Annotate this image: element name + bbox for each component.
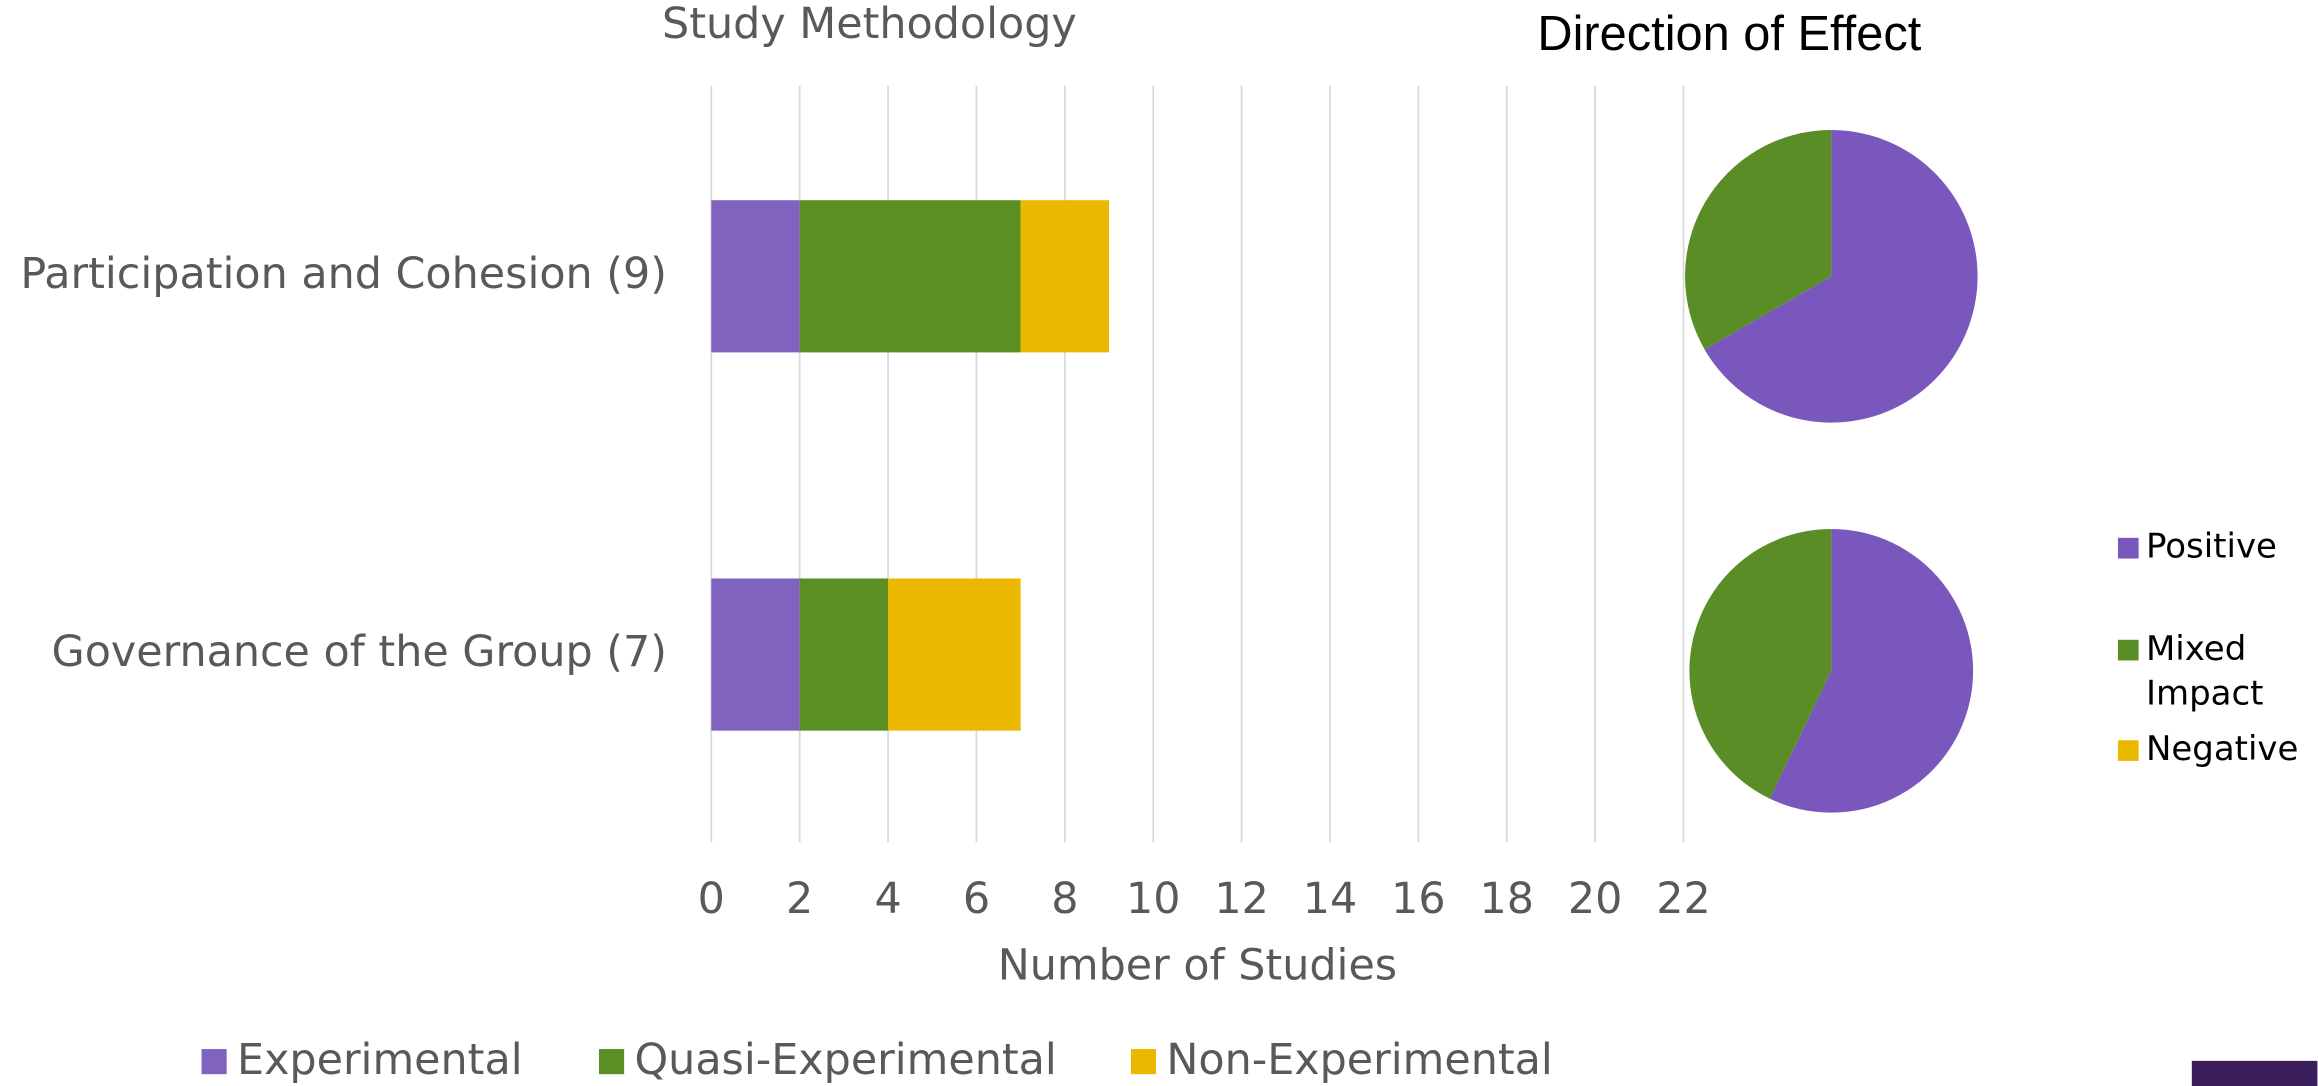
bar-segment — [799, 200, 1021, 353]
corner-decoration — [2191, 1060, 2318, 1086]
y-tick-label: Participation and Cohesion (9) — [20, 249, 667, 299]
x-tick-label: 0 — [698, 874, 725, 924]
bar-segment — [711, 578, 800, 731]
legend-swatch — [201, 1049, 227, 1075]
x-tick-label: 10 — [1126, 874, 1181, 924]
bar-segment — [1020, 200, 1110, 353]
x-tick-label: 4 — [874, 874, 901, 924]
legend-label: Negative — [2146, 729, 2298, 769]
legend-swatch — [2117, 740, 2139, 761]
pie-slice — [1689, 528, 1832, 799]
bar-segment — [888, 578, 1021, 731]
legend-swatch — [1130, 1049, 1157, 1075]
x-tick-label: 2 — [786, 874, 813, 924]
x-tick-label: 20 — [1568, 874, 1623, 924]
legend-swatch — [599, 1049, 625, 1075]
x-tick-label: 14 — [1303, 874, 1358, 924]
x-tick-label: 12 — [1214, 874, 1269, 924]
bar-segment — [799, 578, 889, 731]
pie-slice — [1769, 528, 1974, 813]
legend-label: Experimental — [237, 1035, 523, 1085]
x-tick-label: 6 — [963, 874, 990, 924]
pie-slice — [1704, 130, 1978, 423]
y-tick-label: Governance of the Group (7) — [52, 627, 667, 677]
chart-title: Study Methodology — [662, 0, 1077, 49]
pie-title: Direction of Effect — [1537, 7, 1921, 61]
x-axis-title: Number of Studies — [998, 940, 1397, 990]
x-tick-label: 18 — [1480, 874, 1534, 924]
legend-label: Mixed Impact — [2146, 629, 2263, 713]
pie-slice — [1685, 130, 1832, 350]
x-tick-label: 8 — [1051, 874, 1078, 924]
bar-segment — [711, 200, 800, 353]
x-tick-label: 16 — [1391, 874, 1446, 924]
legend-label: Non-Experimental — [1166, 1035, 1552, 1085]
legend-label: Quasi-Experimental — [634, 1035, 1056, 1085]
x-tick-label: 22 — [1656, 874, 1711, 924]
legend-swatch — [2117, 537, 2139, 559]
legend-label: Positive — [2146, 527, 2277, 567]
legend-swatch — [2117, 639, 2139, 661]
